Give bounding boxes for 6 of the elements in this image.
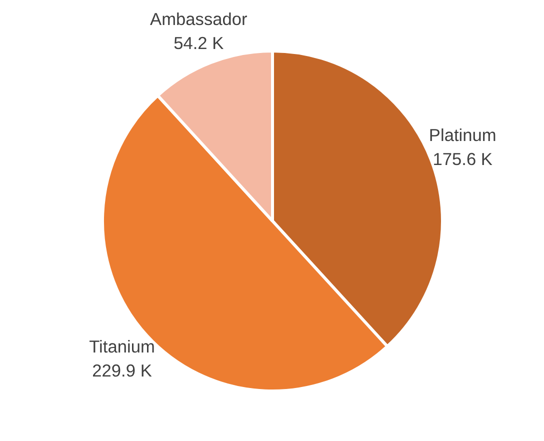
data-label: 175.6 K — [432, 149, 493, 170]
data-label: 54.2 K — [174, 32, 224, 53]
slice-label: Titanium — [89, 336, 155, 357]
slice-label: Platinum — [428, 125, 496, 146]
data-label: 229.9 K — [92, 360, 152, 381]
slice-label: Ambassador — [150, 8, 248, 29]
